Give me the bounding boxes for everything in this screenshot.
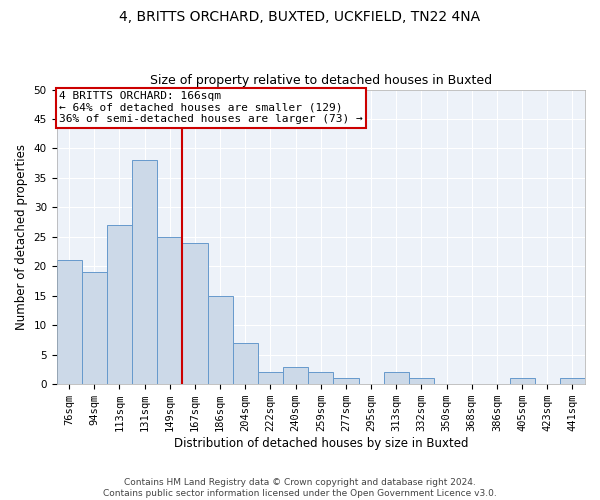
Bar [409, 378, 434, 384]
Bar [308, 372, 334, 384]
Bar [233, 343, 258, 384]
Bar [509, 378, 535, 384]
Bar [157, 237, 182, 384]
Bar [107, 225, 132, 384]
Bar [82, 272, 107, 384]
Bar [560, 378, 585, 384]
Title: Size of property relative to detached houses in Buxted: Size of property relative to detached ho… [150, 74, 492, 87]
Bar [334, 378, 359, 384]
Text: 4 BRITTS ORCHARD: 166sqm
← 64% of detached houses are smaller (129)
36% of semi-: 4 BRITTS ORCHARD: 166sqm ← 64% of detach… [59, 91, 363, 124]
Bar [208, 296, 233, 384]
Text: Contains HM Land Registry data © Crown copyright and database right 2024.
Contai: Contains HM Land Registry data © Crown c… [103, 478, 497, 498]
Bar [258, 372, 283, 384]
Bar [383, 372, 409, 384]
Y-axis label: Number of detached properties: Number of detached properties [15, 144, 28, 330]
Bar [182, 243, 208, 384]
Text: 4, BRITTS ORCHARD, BUXTED, UCKFIELD, TN22 4NA: 4, BRITTS ORCHARD, BUXTED, UCKFIELD, TN2… [119, 10, 481, 24]
Bar [56, 260, 82, 384]
X-axis label: Distribution of detached houses by size in Buxted: Distribution of detached houses by size … [173, 437, 468, 450]
Bar [132, 160, 157, 384]
Bar [283, 366, 308, 384]
